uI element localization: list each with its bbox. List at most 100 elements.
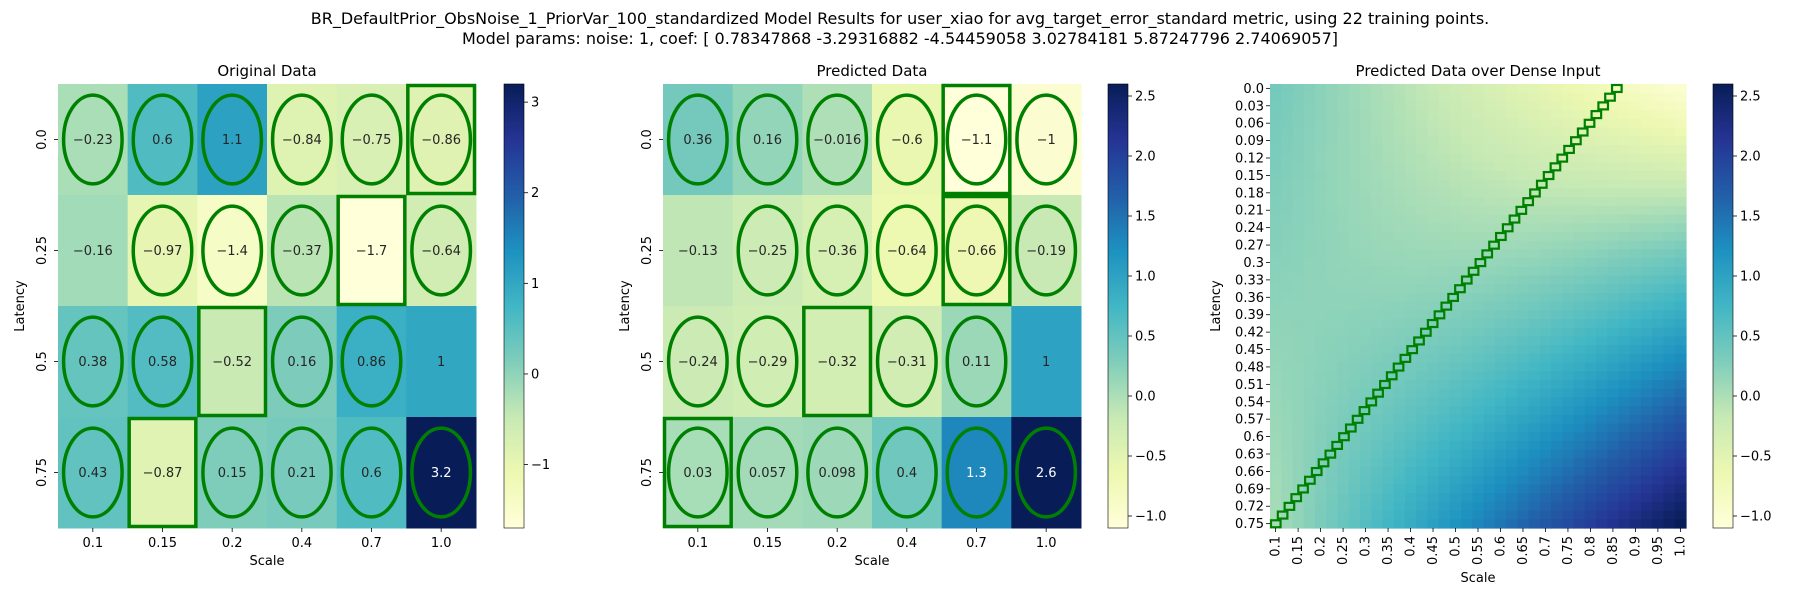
dense-cell	[1539, 92, 1552, 103]
diagonal-marker-step	[1590, 110, 1603, 120]
dense-cell	[1652, 136, 1665, 146]
dense-cell	[1359, 92, 1372, 103]
dense-cell	[1607, 197, 1620, 207]
y-tick-label: 0.72	[1235, 500, 1264, 515]
dense-cell	[1596, 162, 1608, 172]
dense-cell	[1652, 519, 1665, 529]
dense-cell	[1573, 101, 1586, 111]
dense-cell	[1618, 484, 1631, 494]
dense-cell	[1270, 275, 1282, 285]
dense-cell	[1584, 414, 1597, 425]
dense-cell	[1472, 284, 1485, 294]
dense-cell	[1494, 92, 1507, 103]
dense-cell	[1551, 266, 1563, 277]
dense-cell	[1506, 353, 1518, 364]
heatmap-cell	[267, 306, 338, 418]
dense-cell	[1326, 266, 1339, 277]
dense-cell	[1596, 258, 1608, 268]
dense-cell	[1472, 475, 1485, 486]
dense-cell	[1596, 310, 1608, 320]
dense-cell	[1461, 310, 1473, 320]
cell-value-label: 0.21	[287, 466, 316, 481]
dense-cell	[1506, 510, 1518, 520]
dense-cell	[1427, 92, 1440, 103]
dense-cell	[1573, 240, 1586, 251]
dense-cell	[1584, 467, 1597, 477]
dense-cell	[1551, 414, 1563, 425]
dense-cell	[1674, 284, 1687, 294]
x-tick-label: 0.55	[1471, 536, 1486, 565]
dense-cell	[1517, 380, 1530, 390]
dense-cell	[1674, 414, 1687, 425]
dense-cell	[1359, 188, 1372, 198]
dense-cell	[1438, 345, 1451, 355]
dense-cell	[1393, 179, 1406, 190]
dense-cell	[1551, 397, 1563, 407]
dense-cell	[1629, 249, 1642, 259]
dense-cell	[1528, 275, 1541, 285]
dense-cell	[1596, 449, 1608, 459]
heatmap-cell	[802, 306, 873, 418]
dense-cell	[1663, 484, 1676, 494]
dense-cell	[1382, 205, 1395, 216]
dense-cell	[1371, 197, 1384, 207]
dense-cell	[1449, 266, 1462, 277]
dense-cell	[1427, 110, 1440, 120]
dense-cell	[1641, 353, 1653, 364]
highlight-rectangle	[802, 305, 873, 418]
training-point-ellipse	[806, 426, 869, 519]
dense-cell	[1348, 327, 1361, 338]
dense-cell	[1416, 153, 1429, 163]
dense-cell	[1652, 440, 1665, 451]
dense-cell	[1337, 153, 1350, 163]
dense-cell	[1652, 266, 1665, 277]
dense-cell	[1641, 345, 1653, 355]
dense-cell	[1573, 284, 1586, 294]
dense-cell	[1337, 362, 1350, 372]
cell-value-label: 0.36	[683, 133, 712, 148]
dense-cell	[1607, 118, 1620, 129]
dense-cell	[1551, 188, 1563, 198]
dense-cell	[1438, 519, 1451, 529]
dense-cell	[1449, 397, 1462, 407]
dense-cell	[1382, 388, 1395, 399]
dense-cell	[1292, 240, 1305, 251]
dense-cell	[1539, 101, 1552, 111]
dense-cell	[1438, 414, 1451, 425]
dense-cell	[1517, 258, 1530, 268]
dense-cell	[1663, 101, 1676, 111]
dense-cell	[1348, 275, 1361, 285]
dense-cell	[1528, 153, 1541, 163]
dense-cell	[1674, 301, 1687, 311]
dense-cell	[1326, 336, 1339, 346]
dense-cell	[1539, 501, 1552, 512]
heatmap-cell	[872, 84, 943, 196]
diagonal-marker-step	[1351, 414, 1364, 424]
dense-cell	[1674, 484, 1687, 494]
dense-cell	[1314, 432, 1327, 442]
dense-cell	[1551, 449, 1563, 459]
dense-cell	[1303, 249, 1316, 259]
training-point-ellipse	[340, 93, 403, 186]
dense-cell	[1539, 319, 1552, 329]
dense-cell	[1472, 118, 1485, 129]
dense-cell	[1618, 458, 1631, 468]
cell-value-label: −0.19	[1026, 244, 1066, 259]
dense-cell	[1629, 397, 1642, 407]
dense-cell	[1641, 510, 1653, 520]
dense-cell	[1348, 136, 1361, 146]
dense-cell	[1314, 223, 1327, 233]
dense-cell	[1517, 362, 1530, 372]
cell-value-label: 0.03	[683, 466, 712, 481]
dense-cell	[1629, 440, 1642, 451]
dense-cell	[1539, 301, 1552, 311]
dense-cell	[1449, 214, 1462, 224]
dense-cell	[1404, 266, 1417, 277]
dense-cell	[1652, 371, 1665, 381]
dense-heatmap	[1269, 83, 1687, 529]
dense-cell	[1292, 353, 1305, 364]
dense-cell	[1303, 353, 1316, 364]
colorbar-tick-label: 0.0	[1740, 390, 1761, 405]
colorbar-tick-label: −0.5	[1740, 450, 1772, 465]
dense-cell	[1494, 353, 1507, 364]
